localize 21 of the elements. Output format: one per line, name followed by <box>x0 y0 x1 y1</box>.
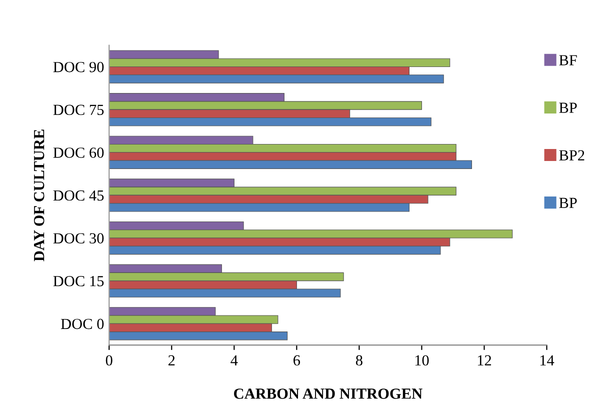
x-axis-title: CARBON AND NITROGEN <box>234 388 422 399</box>
x-tick-label: 14 <box>540 355 554 366</box>
x-tick-label: 6 <box>294 355 300 366</box>
x-tick-label: 8 <box>356 355 362 366</box>
legend-label: BP2 <box>559 150 584 160</box>
legend-label: BP <box>559 102 577 113</box>
y-tick-label: DOC 75 <box>53 104 104 116</box>
y-tick-label: DOC 60 <box>53 148 104 158</box>
y-tick-label: DOC 0 <box>60 318 104 330</box>
legend-label: BP <box>559 198 577 208</box>
y-axis-title: DAY OF CULTURE <box>34 130 44 262</box>
x-tick-label: 2 <box>168 355 175 366</box>
x-tick-label: 10 <box>415 355 429 366</box>
legend-label: BF <box>559 55 577 66</box>
y-tick-label: DOC 90 <box>53 62 104 72</box>
y-tick-label: DOC 15 <box>53 276 104 286</box>
x-tick-label: 0 <box>106 355 112 366</box>
x-tick-label: 4 <box>230 355 238 366</box>
y-tick-label: DOC 30 <box>53 233 104 244</box>
x-tick-label: 12 <box>478 355 492 366</box>
y-tick-label: DOC 45 <box>53 190 104 201</box>
